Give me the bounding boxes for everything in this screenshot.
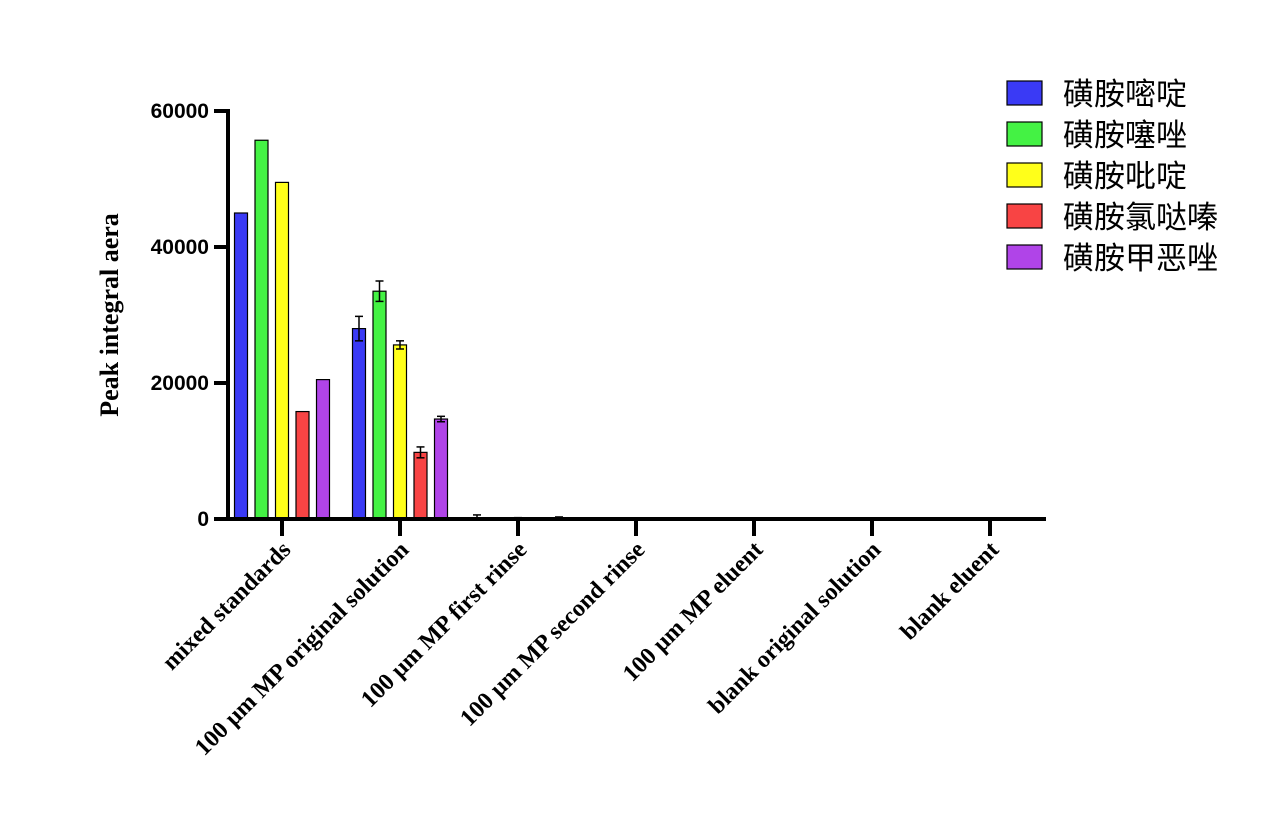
- error-bar: [375, 280, 384, 303]
- bars: [233, 139, 449, 520]
- bar: [295, 410, 310, 520]
- error-bar: [437, 415, 445, 423]
- legend-label: 磺胺噻唑: [1063, 118, 1187, 154]
- legend-label: 磺胺嘧啶: [1063, 77, 1187, 113]
- x-tick-label: mixed standards: [158, 537, 297, 676]
- legend-label: 磺胺吡啶: [1063, 159, 1187, 195]
- bar: [254, 139, 269, 520]
- legend-label: 磺胺甲恶唑: [1063, 241, 1218, 277]
- legend-swatch: [1006, 162, 1043, 188]
- error-bar: [416, 446, 425, 459]
- legend-label: 磺胺氯哒嗪: [1063, 200, 1218, 236]
- legend-item: 磺胺甲恶唑: [1006, 241, 1218, 277]
- legend-item: 磺胺嘧啶: [1006, 77, 1187, 113]
- legend-swatch: [1006, 121, 1043, 147]
- error-bar: [355, 315, 363, 342]
- bar: [372, 290, 387, 520]
- bar: [351, 328, 367, 520]
- y-tick-label: 20000: [151, 372, 209, 395]
- legend-swatch: [1006, 244, 1043, 270]
- bar: [413, 451, 428, 520]
- bar: [392, 344, 408, 520]
- legend-item: 磺胺噻唑: [1006, 118, 1187, 154]
- bar: [274, 181, 290, 520]
- bar: [433, 418, 449, 520]
- error-bar: [396, 340, 404, 350]
- bar: [315, 379, 331, 520]
- y-tick-label: 60000: [151, 100, 209, 123]
- x-axis-ticks: [280, 519, 992, 536]
- y-tick-label: 40000: [151, 236, 209, 259]
- legend-swatch: [1006, 80, 1043, 106]
- y-axis-ticks: 0 20000 40000 60000: [151, 100, 228, 531]
- y-axis-title: Peak integral aera: [95, 213, 124, 417]
- legend-item: 磺胺吡啶: [1006, 159, 1187, 195]
- bar: [233, 212, 249, 520]
- legend-swatch: [1006, 203, 1043, 229]
- legend-item: 磺胺氯哒嗪: [1006, 200, 1218, 236]
- x-tick-label: 100 μm MP original solution: [190, 537, 414, 761]
- x-tick-label: blank eluent: [896, 537, 1004, 645]
- y-tick-label: 0: [197, 508, 209, 531]
